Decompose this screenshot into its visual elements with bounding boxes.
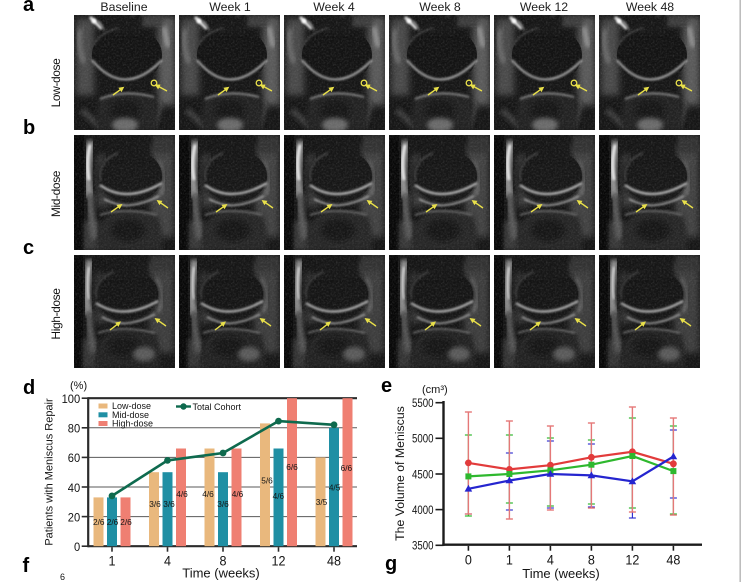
- svg-text:80: 80: [68, 422, 81, 436]
- svg-text:3500: 3500: [412, 539, 434, 553]
- svg-text:4500: 4500: [412, 467, 434, 481]
- svg-text:4/6: 4/6: [273, 491, 285, 501]
- svg-text:6/6: 6/6: [286, 462, 298, 472]
- svg-text:4/6: 4/6: [176, 489, 188, 499]
- svg-text:8: 8: [588, 553, 595, 568]
- svg-text:60: 60: [68, 451, 81, 465]
- svg-text:100: 100: [62, 392, 81, 406]
- svg-text:4: 4: [164, 553, 171, 568]
- svg-text:Low-dose: Low-dose: [112, 401, 151, 411]
- svg-text:(%): (%): [70, 380, 87, 392]
- svg-text:4: 4: [547, 553, 554, 568]
- svg-text:1: 1: [109, 553, 116, 568]
- svg-text:4/5: 4/5: [329, 482, 341, 492]
- svg-text:(cm³): (cm³): [422, 384, 448, 396]
- svg-text:0: 0: [74, 540, 80, 554]
- svg-text:3/6: 3/6: [217, 499, 229, 509]
- svg-text:48: 48: [327, 553, 341, 568]
- svg-text:High-dose: High-dose: [112, 419, 153, 429]
- svg-text:0: 0: [465, 553, 472, 568]
- svg-text:4000: 4000: [412, 503, 434, 517]
- svg-text:12: 12: [272, 553, 286, 568]
- svg-text:12: 12: [625, 553, 639, 568]
- svg-text:Time (weeks): Time (weeks): [522, 566, 600, 581]
- svg-text:6/6: 6/6: [341, 463, 353, 473]
- svg-text:5/6: 5/6: [261, 476, 273, 486]
- svg-text:4/6: 4/6: [232, 489, 244, 499]
- svg-text:3/6: 3/6: [149, 499, 161, 509]
- svg-text:2/6: 2/6: [120, 517, 132, 527]
- svg-text:2/6: 2/6: [93, 517, 105, 527]
- svg-text:1: 1: [506, 553, 513, 568]
- svg-text:2/6: 2/6: [107, 517, 119, 527]
- svg-text:Mid-dose: Mid-dose: [112, 410, 149, 420]
- svg-text:Patients with Meniscus Repair: Patients with Meniscus Repair: [44, 398, 56, 546]
- svg-text:48: 48: [666, 553, 680, 568]
- svg-text:Time (weeks): Time (weeks): [182, 566, 260, 581]
- svg-text:5000: 5000: [412, 432, 434, 446]
- svg-text:4/6: 4/6: [202, 489, 214, 499]
- svg-text:40: 40: [68, 481, 81, 495]
- svg-text:3/6: 3/6: [163, 499, 175, 509]
- svg-text:20: 20: [68, 510, 81, 524]
- svg-text:The Volume of Meniscus: The Volume of Meniscus: [393, 406, 407, 541]
- svg-text:5500: 5500: [412, 396, 434, 410]
- svg-text:Total Cohort: Total Cohort: [193, 402, 242, 412]
- svg-text:8: 8: [220, 553, 227, 568]
- svg-text:3/5: 3/5: [316, 497, 328, 507]
